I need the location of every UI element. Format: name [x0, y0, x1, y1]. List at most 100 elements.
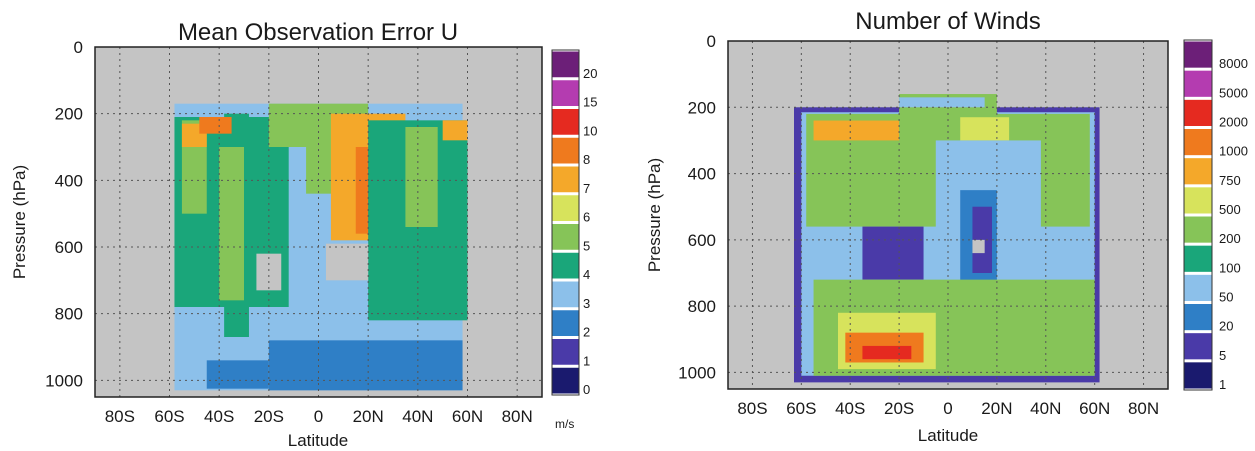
colorbar-swatch [552, 80, 579, 106]
chart-title: Number of Winds [855, 8, 1040, 35]
x-tick-label: 0 [314, 407, 323, 426]
colorbar-label: 3 [583, 296, 590, 311]
colorbar-label: 5000 [1219, 85, 1248, 100]
colorbar-label: 5 [1219, 348, 1226, 363]
heatmap-region [813, 120, 900, 141]
y-tick-label: 1000 [678, 363, 716, 382]
x-tick-label: 80N [502, 407, 533, 426]
x-tick-label: 40N [1030, 399, 1061, 418]
colorbar-swatch [1184, 99, 1212, 126]
x-tick-label: 80S [105, 407, 135, 426]
heatmap-region [442, 120, 468, 141]
x-tick-label: 60S [786, 399, 816, 418]
colorbar-label: 1000 [1219, 144, 1248, 159]
y-axis-label: Pressure (hPa) [10, 165, 29, 279]
heatmap-region [899, 97, 985, 108]
heatmap-region [219, 147, 244, 301]
colorbar-swatch [1184, 362, 1212, 389]
heatmap-regions [174, 103, 468, 391]
colorbar-swatch [552, 310, 579, 336]
colorbar-label: 8 [583, 152, 590, 167]
colorbar-label: 20 [583, 66, 597, 81]
heatmap-regions [794, 94, 1100, 383]
x-tick-label: 60N [1079, 399, 1110, 418]
heatmap-region [268, 340, 463, 391]
x-tick-label: 20N [981, 399, 1012, 418]
colorbar-swatch [1184, 333, 1212, 360]
colorbar-swatch [1184, 70, 1212, 97]
x-axis-label: Latitude [918, 426, 979, 445]
x-tick-label: 40N [402, 407, 433, 426]
x-tick-label: 20S [254, 407, 284, 426]
heatmap-region [206, 360, 269, 389]
y-tick-label: 400 [55, 171, 83, 190]
y-tick-label: 0 [74, 38, 83, 57]
colorbar-swatch [1184, 304, 1212, 331]
chart-mean-observation-error-u: 80S 60S 40S 20S 0 20N 40N 60N 80N020040060080010… [10, 19, 597, 450]
heatmap-region [256, 253, 282, 291]
heatmap-region [972, 239, 985, 254]
y-tick-label: 600 [688, 231, 716, 250]
colorbar-swatch [1184, 187, 1212, 214]
colorbar-label: 8000 [1219, 56, 1248, 71]
colorbar-label: 4 [583, 267, 590, 282]
y-tick-label: 600 [55, 238, 83, 257]
colorbar-label: 50 [1219, 290, 1233, 305]
colorbar-swatch [1184, 245, 1212, 272]
x-tick-label: 20N [353, 407, 384, 426]
colorbar-label: 2000 [1219, 115, 1248, 130]
x-tick-label: 60S [154, 407, 184, 426]
colorbar-swatch [1184, 216, 1212, 243]
y-tick-label: 0 [707, 32, 716, 51]
colorbar-swatch [552, 367, 579, 394]
colorbar: 0 1 2 3 4 5 6 7 8 10 15 20 m/s [551, 49, 597, 431]
y-tick-label: 200 [55, 105, 83, 124]
x-tick-label: 0 [943, 399, 952, 418]
colorbar-swatch [552, 137, 579, 164]
colorbar-swatch [552, 51, 579, 78]
colorbar-label: 2 [583, 325, 590, 340]
x-tick-label: 80S [737, 399, 767, 418]
colorbar-frame [1183, 39, 1213, 391]
y-tick-label: 400 [688, 165, 716, 184]
x-tick-label: 20S [884, 399, 914, 418]
colorbar-label: 0 [583, 382, 590, 397]
heatmap-region [325, 243, 369, 281]
heatmap-region [862, 226, 924, 280]
heatmap-region [405, 127, 438, 227]
x-tick-label: 80N [1128, 399, 1159, 418]
colorbar-swatch [552, 252, 579, 279]
y-tick-label: 200 [688, 98, 716, 117]
colorbar-swatch [1184, 274, 1212, 301]
colorbar-label: 200 [1219, 231, 1241, 246]
colorbar: 1 5 20 50 100 200 500 750 1000 2000 5000 8000 [1183, 39, 1248, 392]
colorbar-label: 15 [583, 95, 597, 110]
heatmap-region [199, 117, 232, 134]
colorbar-swatch [552, 195, 579, 221]
colorbar-label: 20 [1219, 319, 1233, 334]
colorbar-label: 750 [1219, 173, 1241, 188]
colorbar-unit: m/s [555, 417, 574, 431]
heatmap-region [862, 345, 912, 360]
colorbar-frame [551, 49, 580, 396]
y-axis-label: Pressure (hPa) [645, 158, 664, 272]
colorbar-label: 7 [583, 181, 590, 196]
x-tick-label: 40S [204, 407, 234, 426]
plot-frame [727, 40, 1169, 390]
colorbar-label: 1 [583, 353, 590, 368]
chart-number-of-winds: 80S 60S 40S 20S 0 20N 40N 60N 80N 0 200 400 600 800 10… [645, 8, 1248, 445]
colorbar-swatch [552, 339, 579, 365]
x-axis-label: Latitude [288, 431, 349, 450]
colorbar-label: 500 [1219, 202, 1241, 217]
colorbar-label: 100 [1219, 260, 1241, 275]
y-tick-label: 800 [688, 297, 716, 316]
colorbar-label: 6 [583, 210, 590, 225]
plot-frame [94, 46, 543, 398]
colorbar-swatch [552, 281, 579, 308]
colorbar-swatch [552, 109, 579, 135]
colorbar-swatch [1184, 41, 1212, 68]
colorbar-swatch [1184, 129, 1212, 156]
colorbar-swatch [552, 224, 579, 250]
colorbar-label: 10 [583, 123, 597, 138]
